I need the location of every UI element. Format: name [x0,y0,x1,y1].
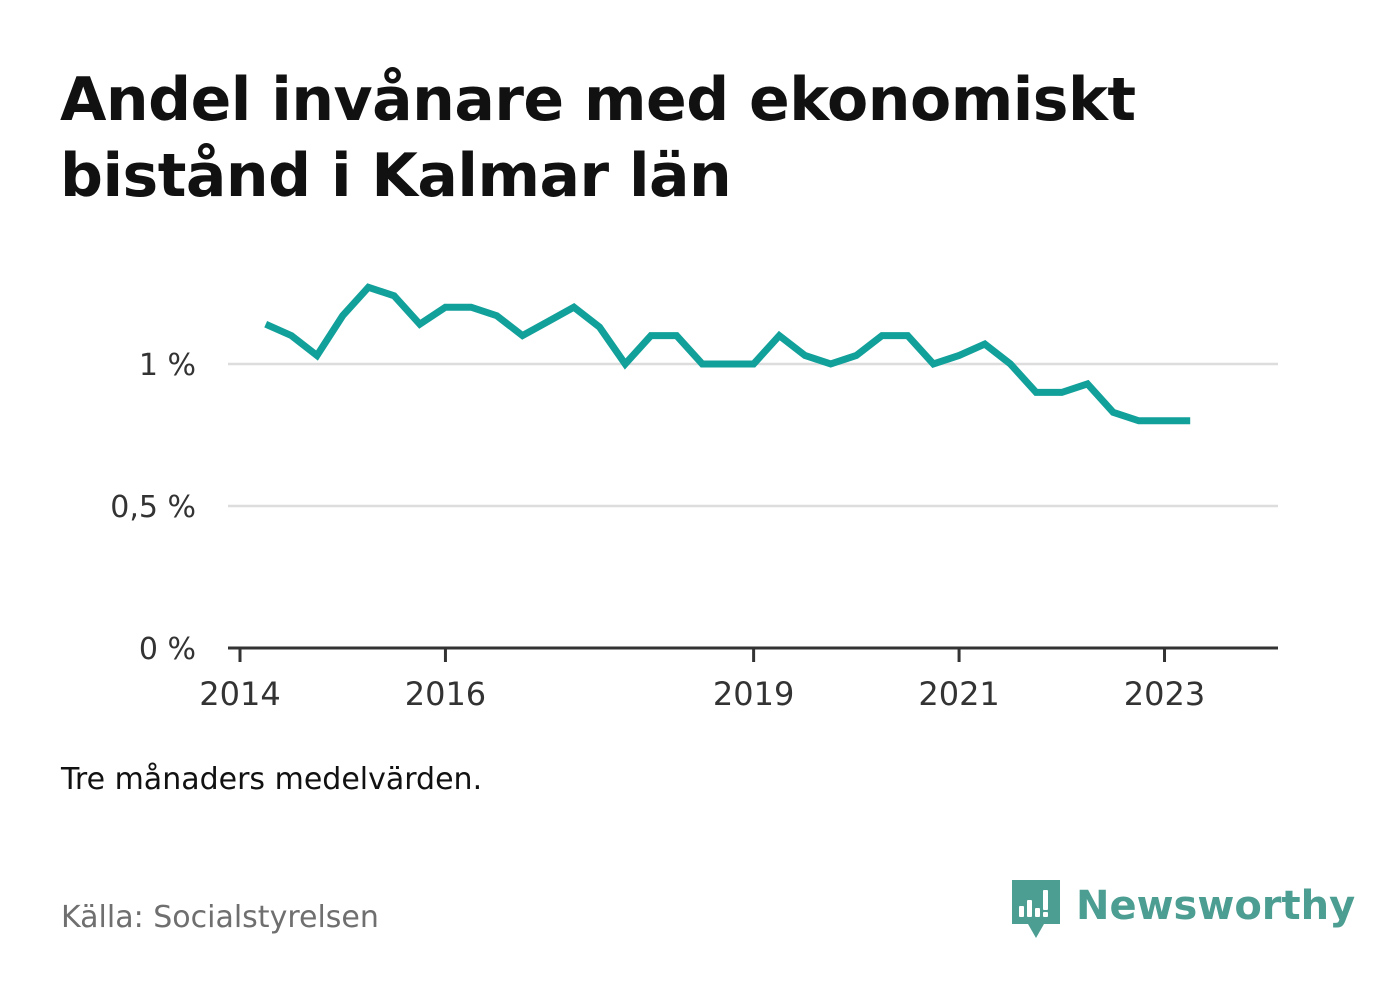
x-axis-ticks: 2014 2016 2019 2021 2023 [199,648,1205,713]
series-layer [264,283,1191,425]
y-tick-label: 1 % [139,348,196,383]
x-tick-label: 2019 [713,675,794,713]
brand-name: Newsworthy [1076,883,1356,929]
x-tick-label: 2016 [405,675,486,713]
brand[interactable]: Newsworthy [1010,878,1355,940]
chart-title: Andel invånare med ekonomiskt bistånd i … [60,65,1136,211]
y-axis-ticks: 0 % 0,5 % 1 % [110,348,196,667]
x-tick-label: 2023 [1124,675,1205,713]
x-tick-label: 2021 [918,675,999,713]
newsworthy-logo-icon [1012,880,1060,938]
y-tick-label: 0,5 % [110,490,196,525]
x-tick-label: 2014 [199,675,280,713]
source-credit: Källa: Socialstyrelsen [61,900,379,935]
y-tick-label: 0 % [139,632,196,667]
line-chart: 0 % 0,5 % 1 % 2014 2016 2019 2021 2023 [110,283,1278,713]
chart-note: Tre månaders medelvärden. [61,762,483,797]
series-line-0 [264,283,1191,425]
gridlines [228,362,1278,508]
